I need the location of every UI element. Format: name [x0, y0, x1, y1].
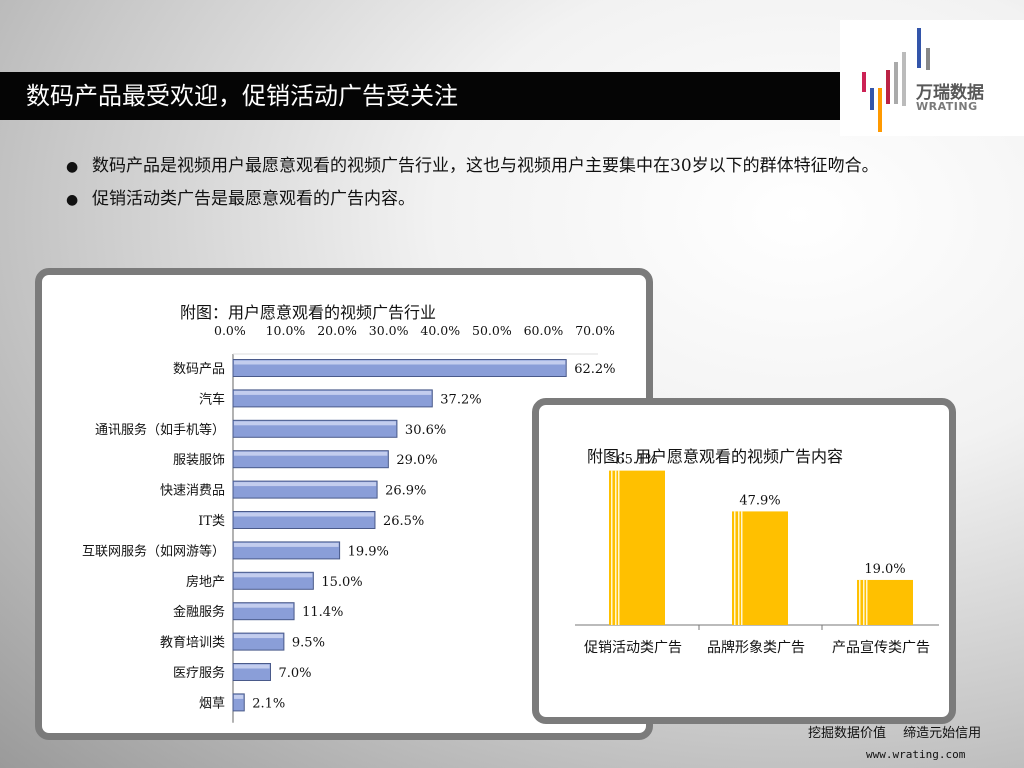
bar: [732, 511, 788, 625]
data-label: 19.0%: [864, 562, 905, 577]
bullet-text: 数码产品是视频用户最愿意观看的视频广告行业，这也与视频用户主要集中在30岁以下的…: [92, 156, 879, 176]
data-label: 65.1%: [616, 453, 657, 468]
data-label: 26.5%: [383, 514, 424, 529]
category-label: 汽车: [199, 391, 225, 407]
bullet-dot-icon: ●: [66, 192, 79, 208]
category-label: 促销活动类广告: [584, 640, 682, 656]
category-label: 数码产品: [173, 362, 225, 377]
category-label: 烟草: [199, 696, 225, 711]
x-tick-label: 0.0%: [214, 323, 246, 338]
footer-url: www.wrating.com: [866, 748, 966, 761]
category-label: 房地产: [186, 574, 225, 590]
bar-highlight: [234, 451, 388, 456]
category-label: 通讯服务（如手机等）: [95, 422, 225, 438]
bar-highlight: [234, 421, 396, 426]
bullet-item: ● 数码产品是视频用户最愿意观看的视频广告行业，这也与视频用户主要集中在30岁以下…: [66, 150, 976, 183]
bar-stripe: [863, 579, 865, 625]
bullet-text: 促销活动类广告是最愿意观看的广告内容。: [92, 189, 415, 209]
industry-chart-title: 附图：用户愿意观看的视频广告行业: [180, 303, 437, 322]
data-label: 47.9%: [739, 493, 780, 508]
data-label: 2.1%: [252, 696, 285, 711]
x-tick-label: 50.0%: [472, 323, 512, 338]
bar: [609, 470, 665, 625]
footer-slogan: 挖掘数据价值 缔造元始信用: [808, 726, 982, 741]
bar-stripe: [611, 470, 613, 625]
category-label: 医疗服务: [173, 665, 225, 681]
data-label: 62.2%: [574, 362, 615, 377]
bar-stripe: [741, 511, 743, 625]
bar: [232, 693, 245, 712]
category-label: 品牌形象类广告: [707, 639, 805, 656]
bar-stripe: [859, 579, 861, 625]
bar: [857, 579, 913, 625]
slide-title: 数码产品最受欢迎，促销活动广告受关注: [26, 82, 458, 110]
data-label: 37.2%: [440, 392, 481, 407]
content-chart-title: 附图：用户愿意观看的视频广告内容: [587, 447, 844, 466]
logo-bars-icon: [862, 28, 930, 132]
logo-name: 万瑞数据: [916, 83, 984, 103]
category-label: 产品宣传类广告: [832, 640, 930, 656]
data-label: 29.0%: [396, 453, 437, 468]
data-label: 11.4%: [302, 605, 343, 620]
data-label: 7.0%: [279, 666, 312, 681]
bar-highlight: [234, 694, 244, 699]
data-label: 30.6%: [405, 423, 446, 438]
category-label: 服装服饰: [173, 453, 225, 468]
bar-highlight: [234, 542, 339, 547]
bar-highlight: [234, 360, 566, 365]
bar-highlight: [234, 603, 294, 608]
content-bar-chart: 65.1% 促销活动类广告 47.9% 品牌形象类广告 19.0% 产品宣传类广告: [575, 453, 939, 656]
bar-highlight: [234, 664, 270, 669]
bar-highlight: [234, 482, 377, 487]
content-chart-panel: 附图：用户愿意观看的视频广告内容 65.1% 促销活动类广告 47.9% 品牌形象类广…: [532, 398, 956, 724]
bar-stripe: [618, 470, 620, 625]
logo-subtitle: WRATING: [916, 100, 978, 113]
bullet-item: ● 促销活动类广告是最愿意观看的广告内容。: [66, 183, 976, 216]
x-tick-label: 70.0%: [575, 323, 615, 338]
data-label: 15.0%: [321, 575, 362, 590]
industry-chart-panel: 附图：用户愿意观看的视频广告行业 0.0% 10.0% 20.0% 30.0% 40.0…: [35, 268, 653, 740]
x-tick-label: 30.0%: [369, 323, 409, 338]
slide-title-bar: 数码产品最受欢迎，促销活动广告受关注: [0, 72, 840, 120]
data-label: 19.9%: [348, 544, 389, 559]
bar-stripe: [738, 511, 740, 625]
category-label: 互联网服务（如网游等）: [82, 543, 225, 559]
x-tick-label: 10.0%: [266, 323, 306, 338]
bar-highlight: [234, 512, 374, 517]
bar-highlight: [234, 573, 313, 578]
x-tick-label: 20.0%: [317, 323, 357, 338]
data-label: 26.9%: [385, 484, 426, 499]
category-label: 教育培训类: [160, 635, 225, 651]
bar-highlight: [234, 634, 283, 639]
bar-stripe: [615, 470, 617, 625]
bar-stripe: [734, 511, 736, 625]
industry-bar-chart: 0.0% 10.0% 20.0% 30.0% 40.0% 50.0% 60.0% 70.0% 数…: [82, 323, 616, 723]
category-label: 快速消费品: [160, 484, 225, 499]
x-tick-label: 40.0%: [420, 323, 460, 338]
bar-highlight: [234, 390, 432, 395]
x-tick-label: 60.0%: [524, 323, 564, 338]
bar-stripe: [866, 579, 868, 625]
wrating-logo: 万瑞数据 WRATING: [840, 20, 1024, 136]
data-label: 9.5%: [292, 636, 325, 651]
category-label: 金融服务: [173, 604, 225, 620]
category-label: IT类: [198, 514, 225, 529]
bullet-list: ● 数码产品是视频用户最愿意观看的视频广告行业，这也与视频用户主要集中在30岁以下…: [66, 150, 976, 216]
bullet-dot-icon: ●: [66, 159, 79, 175]
